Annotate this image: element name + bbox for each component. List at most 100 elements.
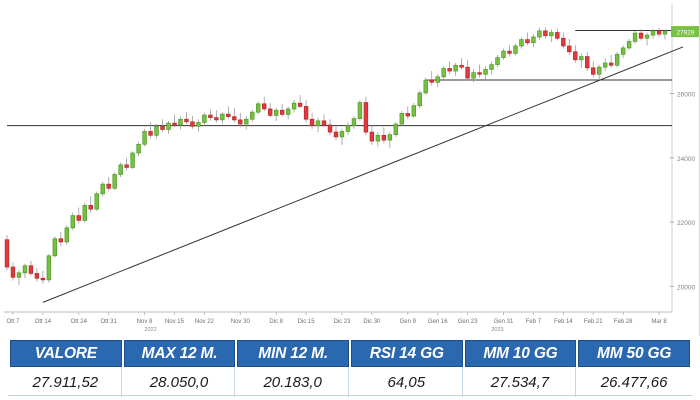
- candle-up[interactable]: [118, 164, 123, 175]
- candle-down[interactable]: [321, 120, 327, 126]
- candle-down[interactable]: [279, 109, 285, 115]
- candle-down[interactable]: [190, 121, 195, 127]
- candle-up[interactable]: [94, 193, 99, 210]
- candle-down[interactable]: [106, 183, 111, 189]
- candle-up[interactable]: [339, 131, 345, 138]
- candle-down[interactable]: [58, 238, 64, 243]
- candle-up[interactable]: [495, 57, 500, 65]
- candle-up[interactable]: [644, 34, 650, 39]
- candle-up[interactable]: [626, 41, 632, 49]
- candle-up[interactable]: [285, 108, 291, 115]
- candle-down[interactable]: [4, 239, 10, 268]
- candle-down[interactable]: [363, 102, 369, 133]
- candle-up[interactable]: [531, 36, 536, 44]
- candle-down[interactable]: [656, 30, 662, 35]
- candle-down[interactable]: [267, 108, 273, 116]
- candle-up[interactable]: [513, 45, 518, 54]
- candlestick-chart[interactable]: 20000 22000 24000 26000 Ott 7 Ott 14 Ott 24 Ott…: [0, 0, 700, 336]
- candle-down[interactable]: [573, 51, 578, 61]
- candle-up[interactable]: [142, 131, 147, 145]
- candle-up[interactable]: [291, 102, 297, 110]
- candle-down[interactable]: [608, 62, 614, 66]
- candle-down[interactable]: [567, 45, 572, 53]
- candle-down[interactable]: [88, 204, 93, 210]
- ascending-trendline[interactable]: [42, 46, 684, 303]
- candle-up[interactable]: [70, 215, 75, 229]
- candle-up[interactable]: [196, 122, 201, 127]
- candle-down[interactable]: [585, 56, 590, 69]
- candle-down[interactable]: [507, 50, 512, 54]
- candle-down[interactable]: [465, 66, 470, 79]
- candle-down[interactable]: [262, 103, 267, 110]
- candle-up[interactable]: [441, 68, 446, 78]
- candle-up[interactable]: [620, 47, 626, 55]
- candle-up[interactable]: [375, 134, 381, 142]
- candle-up[interactable]: [579, 56, 584, 61]
- candle-up[interactable]: [22, 265, 28, 274]
- candle-down[interactable]: [34, 273, 40, 279]
- candle-up[interactable]: [489, 64, 494, 70]
- candle-up[interactable]: [411, 105, 416, 117]
- candle-down[interactable]: [172, 122, 177, 126]
- candle-down[interactable]: [238, 119, 243, 125]
- candle-down[interactable]: [40, 277, 46, 281]
- candle-up[interactable]: [130, 152, 135, 168]
- candle-up[interactable]: [82, 204, 87, 221]
- candle-down[interactable]: [10, 266, 16, 278]
- candle-up[interactable]: [417, 92, 422, 107]
- candle-up[interactable]: [423, 79, 428, 94]
- candle-up[interactable]: [399, 113, 405, 125]
- candle-up[interactable]: [112, 174, 117, 189]
- candle-up[interactable]: [632, 32, 638, 42]
- candle-down[interactable]: [297, 102, 303, 107]
- candle-up[interactable]: [351, 118, 357, 127]
- candle-down[interactable]: [447, 68, 452, 72]
- candle-up[interactable]: [345, 125, 351, 132]
- candle-up[interactable]: [220, 113, 225, 121]
- candle-down[interactable]: [543, 30, 548, 37]
- candle-up[interactable]: [471, 72, 476, 79]
- candle-up[interactable]: [393, 123, 399, 136]
- candle-up[interactable]: [602, 62, 608, 68]
- candle-up[interactable]: [549, 32, 554, 37]
- candle-up[interactable]: [483, 69, 488, 75]
- candle-down[interactable]: [555, 32, 560, 39]
- candle-up[interactable]: [435, 76, 440, 83]
- candle-up[interactable]: [16, 272, 22, 278]
- candle-down[interactable]: [76, 215, 81, 221]
- candle-up[interactable]: [52, 238, 58, 257]
- candle-down[interactable]: [333, 131, 339, 138]
- candle-down[interactable]: [459, 64, 464, 68]
- candle-down[interactable]: [232, 116, 237, 121]
- candle-up[interactable]: [256, 103, 261, 113]
- candle-up[interactable]: [136, 143, 141, 154]
- candle-up[interactable]: [662, 31, 668, 35]
- candle-down[interactable]: [638, 32, 644, 39]
- candle-up[interactable]: [537, 30, 542, 38]
- candle-up[interactable]: [250, 111, 255, 120]
- candle-down[interactable]: [381, 134, 387, 141]
- candle-up[interactable]: [357, 102, 363, 119]
- candle-down[interactable]: [160, 125, 165, 130]
- candle-down[interactable]: [561, 37, 566, 47]
- candle-up[interactable]: [650, 30, 656, 36]
- candle-up[interactable]: [178, 118, 183, 126]
- candle-up[interactable]: [100, 183, 105, 195]
- candle-down[interactable]: [405, 113, 410, 117]
- candle-up[interactable]: [501, 50, 506, 58]
- candle-up[interactable]: [614, 53, 620, 66]
- candle-up[interactable]: [202, 114, 207, 123]
- candle-down[interactable]: [525, 39, 530, 44]
- candle-up[interactable]: [453, 64, 458, 72]
- candle-up[interactable]: [64, 227, 70, 243]
- candle-down[interactable]: [327, 124, 333, 133]
- candle-down[interactable]: [208, 114, 213, 118]
- candle-up[interactable]: [387, 134, 393, 141]
- candle-up[interactable]: [315, 120, 321, 127]
- candle-up[interactable]: [244, 118, 249, 125]
- candle-up[interactable]: [273, 109, 279, 116]
- candle-down[interactable]: [303, 106, 309, 120]
- candle-down[interactable]: [429, 79, 434, 83]
- candle-down[interactable]: [28, 265, 34, 274]
